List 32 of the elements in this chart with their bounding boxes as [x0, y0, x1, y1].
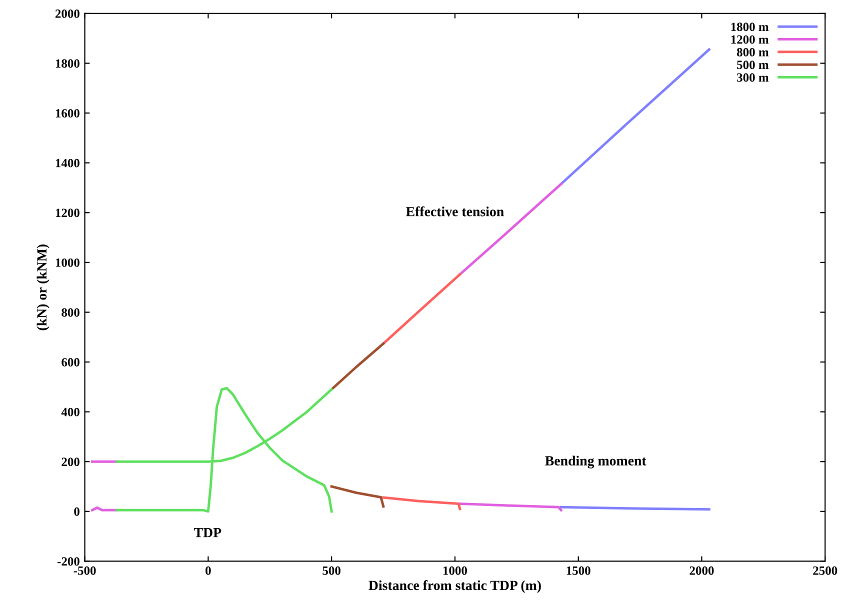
legend-label: 800 m	[736, 48, 769, 56]
y-tick-label: 1400	[56, 158, 80, 168]
legend-label: 300 m	[737, 73, 769, 82]
y-tick-label: 2000	[55, 9, 80, 18]
y-axis-title: (kN) or (kNM)	[36, 244, 50, 330]
legend-label: 1200 m	[731, 35, 769, 44]
x-tick-label: 1000	[443, 566, 467, 575]
line-series	[330, 485, 385, 508]
y-tick-label: -200	[57, 557, 80, 566]
y-tick-label: 1000	[56, 258, 80, 267]
x-tick-label: 0	[206, 566, 211, 575]
annotation: Bending moment	[545, 456, 646, 468]
y-tick-label: 800	[62, 308, 80, 317]
y-tick-label: 1800	[56, 59, 80, 68]
x-tick-label: 2500	[813, 566, 838, 575]
x-tick-label: 500	[322, 566, 340, 575]
legend-label: 500 m	[737, 60, 769, 70]
legend-label: 1800 m	[731, 22, 769, 32]
y-tick-label: 1600	[56, 109, 80, 118]
x-tick-label: 2000	[690, 566, 714, 575]
x-axis-title: Distance from static TDP (m)	[368, 580, 541, 593]
line-series	[116, 386, 333, 513]
annotation: Effective tension	[406, 206, 504, 216]
y-tick-label: 400	[61, 408, 80, 416]
y-tick-label: 1200	[56, 208, 80, 218]
x-tick-label: -500	[74, 566, 96, 575]
x-tick-label: 1500	[566, 566, 590, 575]
line-series	[382, 496, 462, 510]
y-tick-label: 200	[62, 458, 80, 466]
y-tick-label: 600	[62, 358, 80, 366]
annotation: TDP	[194, 528, 222, 538]
y-tick-label: 0	[74, 507, 80, 516]
